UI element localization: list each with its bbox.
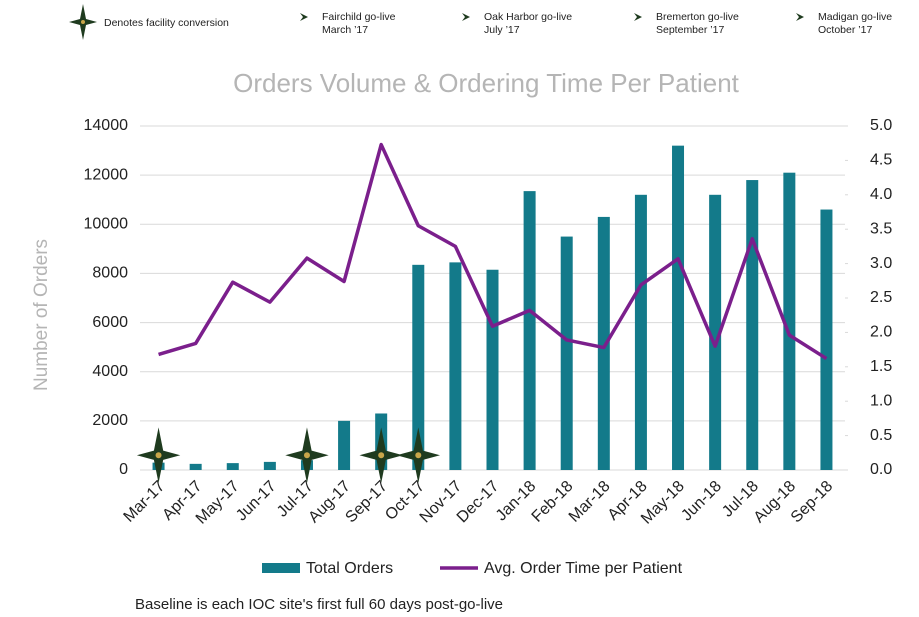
bar: [189, 463, 202, 470]
y2-tick-label: 2.0: [870, 324, 892, 341]
line: [158, 142, 828, 361]
y-tick-label: 4000: [92, 363, 128, 380]
legend-label: Avg. Order Time per Patient: [484, 560, 683, 577]
y2-tick-label: 3.0: [870, 255, 892, 272]
x-tick-label: Sep-17: [342, 478, 391, 527]
conversion-marker-center: [415, 452, 422, 459]
bullet-arrow: [300, 13, 308, 21]
conversion-marker-center: [303, 452, 310, 459]
y-tick-label: 2000: [92, 412, 128, 429]
legend-label: Total Orders: [306, 560, 393, 577]
legend-swatch: [262, 563, 300, 573]
y-tick-label: 8000: [92, 265, 128, 282]
y2-tick-label: 3.5: [870, 220, 892, 237]
header-item-line1: Bremerton go-live: [656, 11, 739, 23]
y-tick-label: 10000: [84, 216, 129, 233]
y2-tick-label: 4.0: [870, 186, 892, 203]
bar: [783, 172, 796, 470]
y2-tick-label: 0.0: [870, 461, 892, 478]
chart-title: Orders Volume & Ordering Time Per Patien…: [233, 68, 740, 98]
bar: [634, 194, 647, 471]
bar: [226, 463, 239, 470]
conversion-marker-center: [155, 452, 162, 459]
header-item-line1: Fairchild go-live: [322, 11, 396, 23]
bullet-arrow: [462, 13, 470, 21]
bar: [709, 194, 722, 471]
y-tick-label: 12000: [84, 166, 129, 183]
y-tick-label: 6000: [92, 314, 128, 331]
bar: [263, 461, 276, 470]
legend-label: Denotes facility conversion: [104, 17, 229, 29]
bar: [412, 264, 425, 470]
x-tick-label: Jun-18: [678, 478, 725, 525]
bar: [672, 145, 685, 470]
conversion-marker-center: [378, 452, 385, 459]
header-item-line1: Madigan go-live: [818, 11, 892, 23]
bar: [449, 262, 462, 470]
x-tick-label: Jun-17: [233, 478, 280, 525]
bar: [523, 191, 536, 470]
header-item-line2: October ’17: [818, 24, 872, 36]
footnote: Baseline is each IOC site's first full 6…: [135, 596, 503, 613]
bar: [560, 236, 573, 470]
x-tick-label: Sep-18: [788, 478, 837, 527]
y2-tick-label: 1.5: [870, 358, 892, 375]
y2-tick-label: 1.0: [870, 392, 892, 409]
y-tick-label: 0: [119, 461, 128, 478]
bar: [746, 180, 759, 471]
bar: [820, 209, 833, 471]
x-tick-label: Mar-17: [121, 478, 169, 526]
bar: [338, 420, 351, 470]
bar: [486, 269, 499, 470]
y2-tick-label: 0.5: [870, 427, 892, 444]
y-axis-label: Number of Orders: [31, 239, 52, 391]
x-tick-label: Mar-18: [566, 478, 614, 526]
header-item-line2: September ’17: [656, 24, 724, 36]
header-item-line2: March ’17: [322, 24, 368, 36]
header-item-line1: Oak Harbor go-live: [484, 11, 572, 23]
header-item-line2: July ’17: [484, 24, 520, 36]
y2-tick-label: 4.5: [870, 152, 892, 169]
legend-swatch-center: [81, 20, 85, 24]
y-tick-label: 14000: [84, 117, 129, 134]
bullet-arrow: [634, 13, 642, 21]
y2-tick-label: 2.5: [870, 289, 892, 306]
bullet-arrow: [796, 13, 804, 21]
y2-tick-label: 5.0: [870, 117, 892, 134]
bar: [597, 216, 610, 470]
x-tick-label: Dec-17: [454, 478, 503, 527]
